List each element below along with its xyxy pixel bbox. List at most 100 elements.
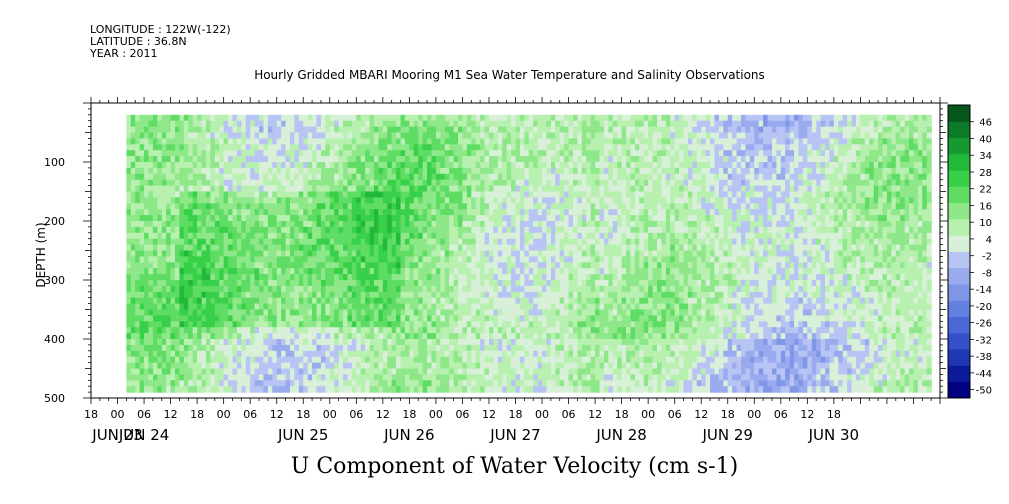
- field-cell: [263, 215, 269, 222]
- field-cell: [431, 368, 437, 375]
- field-cell: [228, 368, 234, 375]
- field-cell: [272, 167, 278, 175]
- field-cell: [427, 173, 433, 181]
- field-cell: [130, 344, 136, 352]
- field-cell: [502, 162, 508, 169]
- field-cell: [161, 173, 167, 181]
- field-cell: [228, 256, 234, 263]
- field-cell: [250, 344, 256, 352]
- field-cell: [572, 114, 578, 122]
- field-cell: [400, 344, 406, 352]
- field-cell: [161, 333, 167, 340]
- field-cell: [382, 209, 388, 216]
- field-cell: [511, 197, 517, 204]
- field-cell: [555, 120, 561, 128]
- field-cell: [524, 173, 530, 181]
- field-cell: [422, 150, 428, 157]
- field-cell: [449, 362, 455, 370]
- field-cell: [418, 374, 424, 381]
- field-cell: [387, 291, 393, 299]
- field-cell: [343, 327, 349, 334]
- field-cell: [572, 173, 578, 181]
- field-cell: [427, 303, 433, 311]
- field-cell: [316, 232, 322, 240]
- field-cell: [466, 291, 472, 299]
- field-cell: [484, 250, 490, 257]
- field-cell: [409, 339, 415, 346]
- field-cell: [343, 262, 349, 269]
- field-cell: [161, 309, 167, 316]
- field-cell: [144, 321, 150, 328]
- field-cell: [303, 297, 309, 305]
- field-cell: [559, 209, 565, 216]
- field-cell: [418, 156, 424, 163]
- field-cell: [303, 291, 309, 299]
- field-cell: [356, 339, 362, 346]
- field-cell: [471, 197, 477, 204]
- field-cell: [303, 250, 309, 257]
- field-cell: [493, 256, 499, 263]
- field-cell: [245, 291, 251, 299]
- field-cell: [232, 344, 238, 352]
- field-cell: [413, 173, 419, 181]
- field-cell: [241, 179, 247, 187]
- field-cell: [382, 144, 388, 151]
- field-cell: [475, 179, 481, 187]
- field-cell: [524, 215, 530, 222]
- field-cell: [152, 362, 158, 370]
- field-cell: [400, 132, 406, 139]
- field-cell: [458, 209, 464, 216]
- field-cell: [179, 297, 185, 305]
- field-cell: [312, 203, 318, 210]
- field-cell: [360, 226, 366, 234]
- field-cell: [289, 203, 295, 210]
- field-cell: [285, 132, 291, 139]
- field-cell: [254, 138, 260, 145]
- field-cell: [555, 386, 561, 393]
- field-cell: [144, 191, 150, 198]
- field-cell: [519, 138, 525, 145]
- field-cell: [281, 132, 287, 139]
- field-cell: [228, 280, 234, 287]
- field-cell: [435, 344, 441, 352]
- field-cell: [422, 321, 428, 328]
- field-cell: [590, 162, 596, 169]
- field-cell: [183, 173, 189, 181]
- field-cell: [135, 150, 141, 157]
- field-cell: [312, 156, 318, 163]
- field-cell: [351, 232, 357, 240]
- field-cell: [289, 162, 295, 169]
- field-cell: [493, 315, 499, 322]
- field-cell: [307, 150, 313, 157]
- field-cell: [466, 380, 472, 387]
- field-cell: [519, 132, 525, 139]
- field-cell: [506, 173, 512, 181]
- field-cell: [294, 238, 300, 246]
- field-cell: [334, 167, 340, 175]
- field-cell: [528, 262, 534, 269]
- field-cell: [228, 209, 234, 216]
- field-cell: [484, 162, 490, 169]
- field-cell: [307, 297, 313, 305]
- field-cell: [550, 297, 556, 305]
- field-cell: [475, 315, 481, 322]
- field-cell: [289, 126, 295, 134]
- field-cell: [289, 215, 295, 222]
- field-cell: [360, 167, 366, 175]
- field-cell: [272, 297, 278, 305]
- field-cell: [130, 203, 136, 210]
- field-cell: [201, 173, 207, 181]
- field-cell: [316, 327, 322, 334]
- field-cell: [192, 150, 198, 157]
- field-cell: [374, 309, 380, 316]
- field-cell: [356, 173, 362, 181]
- field-cell: [466, 221, 472, 228]
- field-cell: [135, 209, 141, 216]
- field-cell: [245, 362, 251, 370]
- field-cell: [577, 167, 583, 175]
- field-cell: [214, 173, 220, 181]
- field-cell: [480, 380, 486, 387]
- field-cell: [254, 303, 260, 311]
- field-cell: [537, 203, 543, 210]
- field-cell: [281, 173, 287, 181]
